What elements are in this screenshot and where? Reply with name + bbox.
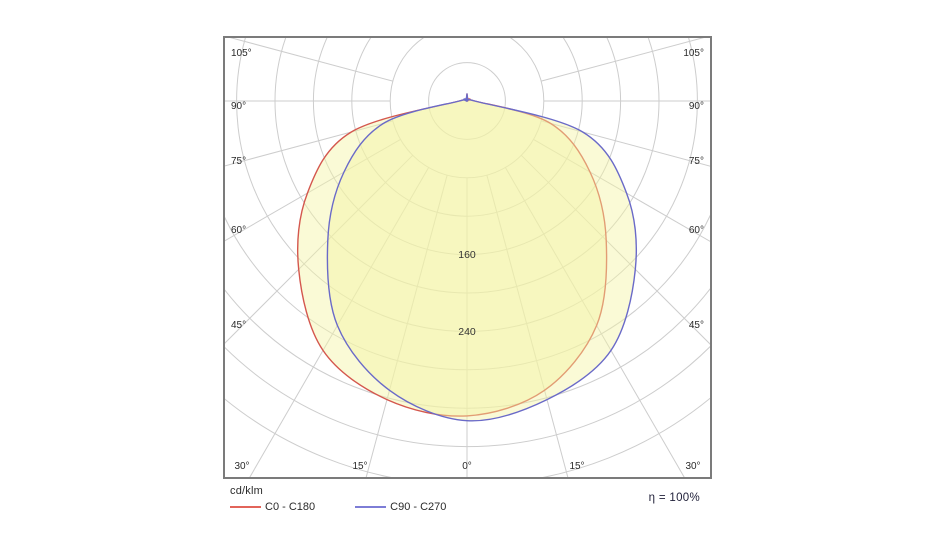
grid-circle xyxy=(428,62,506,140)
legend-label-c90-c270: C90 - C270 xyxy=(390,501,447,513)
grid-ray xyxy=(225,154,414,344)
angle-label-bottom: 0° xyxy=(462,461,472,472)
angle-label-bottom: 15° xyxy=(352,461,367,472)
angle-label-right: 90° xyxy=(689,101,704,112)
angle-label-right: 75° xyxy=(689,156,704,167)
curve-c90-c270 xyxy=(326,93,638,422)
angle-label-right: 45° xyxy=(689,320,704,331)
grid-ray xyxy=(541,38,705,82)
grid-ray xyxy=(504,167,685,477)
angle-label-bottom: 15° xyxy=(569,461,584,472)
grid-ray xyxy=(229,38,393,82)
angle-label-left: 90° xyxy=(231,101,246,112)
angle-label-bottom: 30° xyxy=(685,461,700,472)
c90-c270-line-swatch xyxy=(355,506,387,508)
grid-ray xyxy=(249,167,430,477)
curve-c0-c180 xyxy=(296,93,608,417)
efficiency-value: η = 100% xyxy=(648,492,700,504)
angle-label-right: 105° xyxy=(683,48,704,59)
angle-label-left: 105° xyxy=(231,48,252,59)
legend-item-c0-c180: C0 - C180 xyxy=(230,501,315,513)
legend-label-c0-c180: C0 - C180 xyxy=(265,501,316,513)
legend-item-c90-c270: C90 - C270 xyxy=(355,501,446,513)
grid-ray xyxy=(541,120,710,167)
c0-c180-line-swatch xyxy=(230,506,261,508)
grid-ray xyxy=(533,138,710,242)
grid-ray xyxy=(225,120,393,167)
angle-label-left: 60° xyxy=(231,225,246,236)
grid-ray xyxy=(365,175,448,477)
unit-label: cd/klm xyxy=(230,485,263,497)
angle-label-right: 60° xyxy=(689,225,704,236)
polar-diagram-frame: 160 240 105° 90° 75° 60° 45° 105° 90° 75° 60° 45° 30… xyxy=(223,36,712,479)
angle-label-left: 45° xyxy=(231,320,246,331)
radial-value-label: 240 xyxy=(458,326,476,338)
grid-ray xyxy=(520,154,710,345)
legend-row: C0 - C180 C90 - C270 xyxy=(230,501,486,513)
grid-ray xyxy=(225,138,401,242)
angle-label-left: 75° xyxy=(231,156,246,167)
angle-label-bottom: 30° xyxy=(234,461,249,472)
radial-value-label: 160 xyxy=(458,249,476,261)
legend: cd/klm C0 - C180 C90 - C270 xyxy=(230,485,712,519)
grid-ray xyxy=(486,175,569,477)
polar-photometric-chart: 160 240 105° 90° 75° 60° 45° 105° 90° 75° 60° 45° 30… xyxy=(225,38,710,477)
